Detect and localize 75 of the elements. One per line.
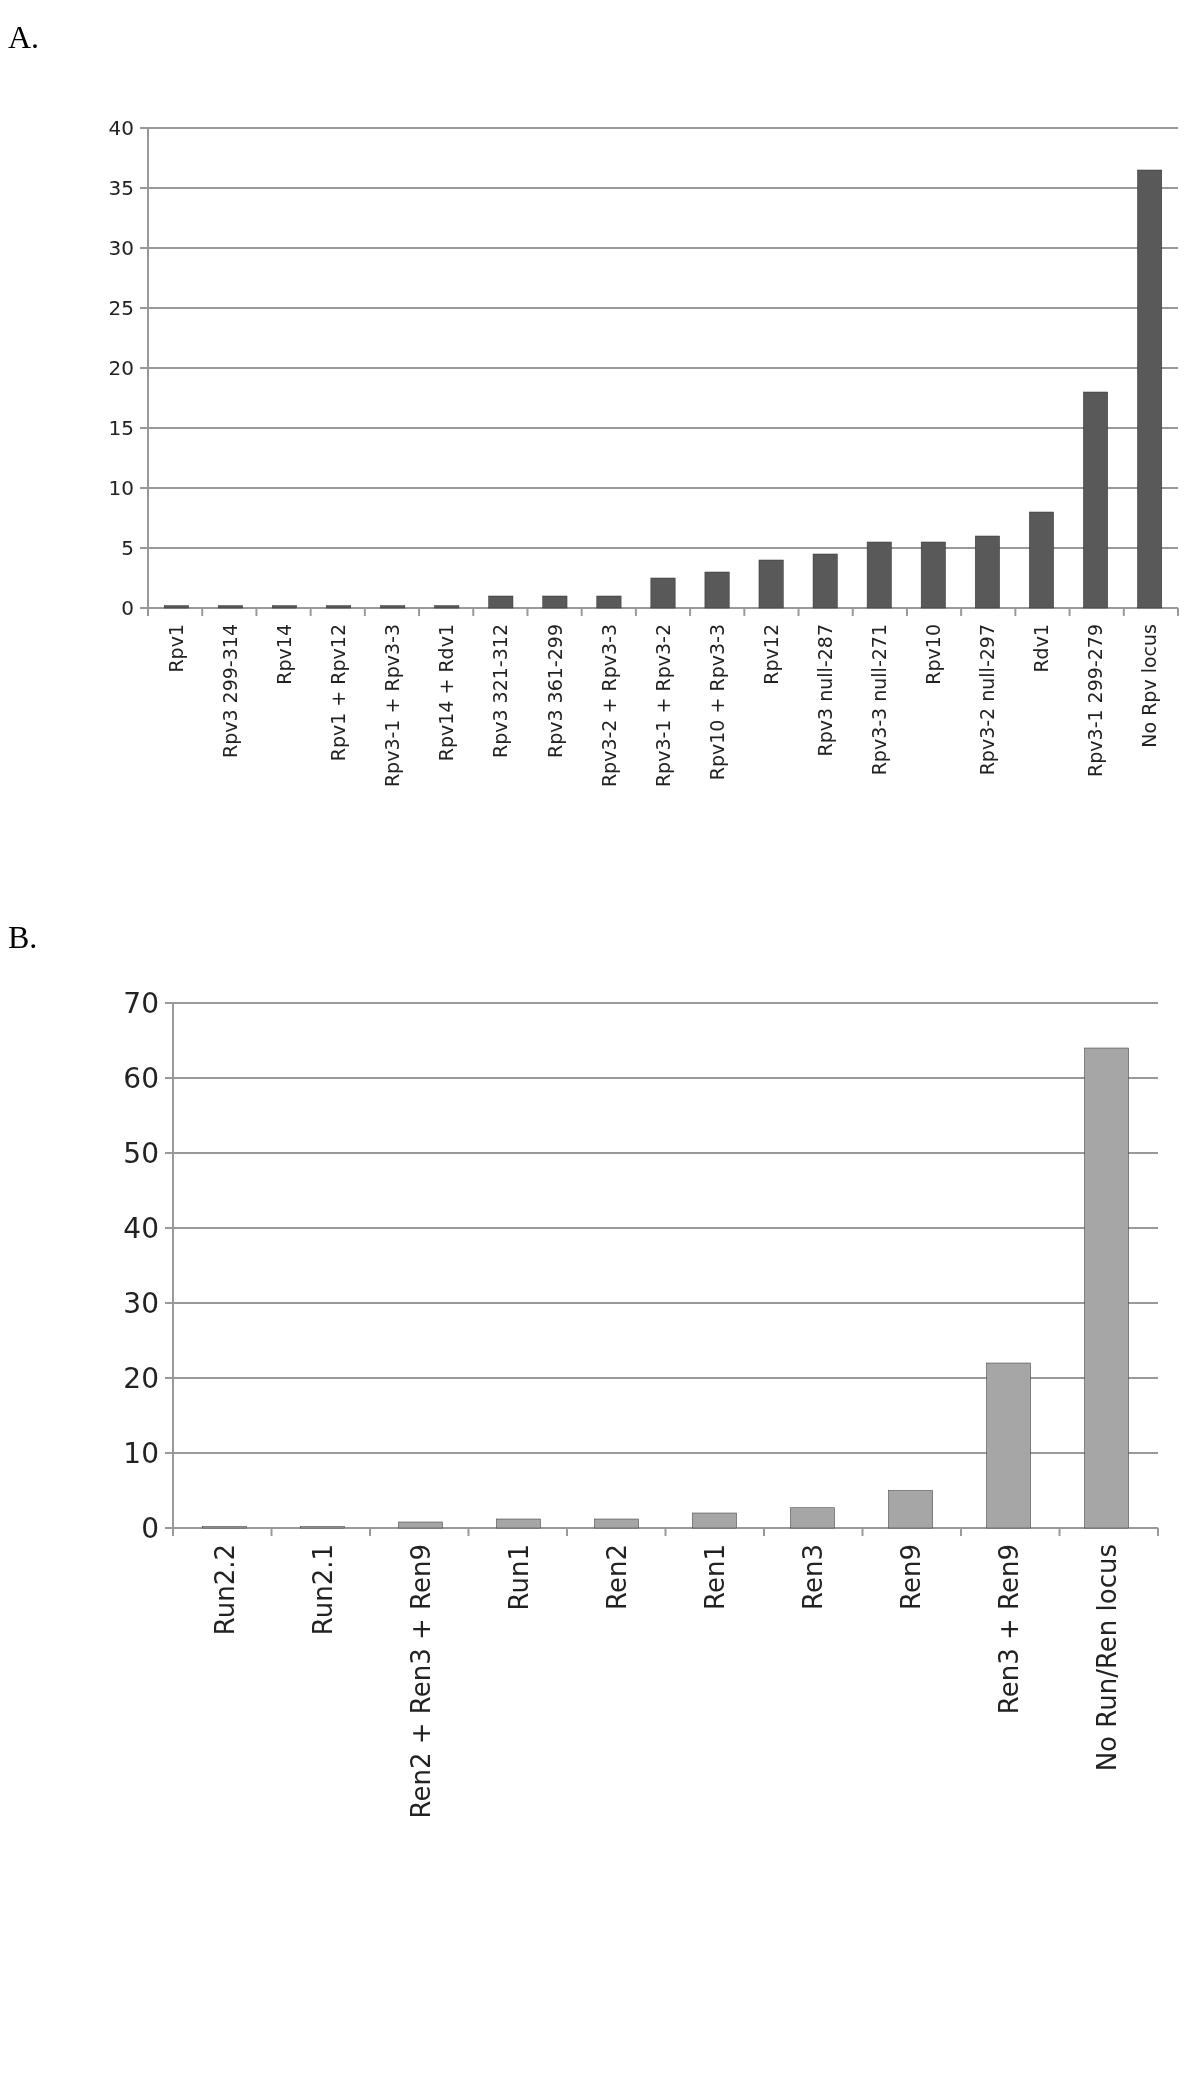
y-tick-label: 5 [121,536,134,560]
bar [496,1518,541,1529]
y-tick-label: 0 [121,596,134,620]
x-tick-label: Ren1 [699,1544,730,1610]
x-tick-label: Rpv3-2 + Rpv3-3 [597,624,620,788]
x-tick-label: Rpv3-1 299-279 [1084,624,1107,777]
chart-title: A. [8,19,40,55]
y-tick-label: 60 [123,1061,159,1095]
bar [866,541,892,609]
x-tick-label: Rpv3-1 + Rpv3-3 [381,624,404,788]
x-tick-label: Rpv3-3 null-271 [867,624,890,776]
bar [594,1518,639,1529]
bar [812,553,838,609]
x-tick-label: No Rpv locus [1138,624,1161,748]
bar [974,535,1000,609]
bar [986,1362,1031,1529]
y-tick-label: 70 [123,986,159,1020]
x-tick-label: Rpv3-1 + Rpv3-2 [651,624,674,788]
x-tick-label: Ren3 [797,1544,828,1610]
x-tick-label: Rpv14 + Rdv1 [435,624,458,762]
bar [650,577,676,609]
x-tick-label: Run1 [503,1544,534,1611]
bar [218,605,243,609]
bar [1029,511,1054,609]
x-tick-label: No Run/Ren locus [1091,1544,1122,1772]
bar [1084,1047,1129,1529]
bar [434,605,460,609]
bar [692,1512,737,1529]
bar [326,605,352,609]
bar [790,1507,835,1529]
x-tick-label: Rpv3-2 null-297 [976,624,999,776]
x-tick-label: Rpv1 [165,624,188,673]
bar [380,605,406,609]
y-tick-label: 20 [123,1361,159,1395]
x-tick-label: Ren9 [895,1544,926,1610]
y-tick-label: 20 [108,356,134,380]
x-tick-label: Rpv3 null-287 [813,624,836,757]
bar [1137,169,1163,609]
bar [920,541,946,609]
chart-title: B. [8,919,38,955]
bar [398,1521,443,1529]
bar [758,559,784,609]
bar [488,595,514,609]
y-tick-label: 35 [108,176,134,200]
x-tick-label: Rpv10 [921,624,944,685]
bar [888,1490,933,1529]
y-tick-label: 10 [108,476,134,500]
y-tick-label: 25 [108,296,134,320]
bar [272,605,297,609]
y-tick-label: 10 [123,1436,159,1470]
bar [596,595,622,609]
y-tick-label: 30 [108,236,134,260]
x-tick-label: Rpv3 361-299 [543,624,566,759]
x-tick-label: Rpv3 321-312 [489,624,512,759]
x-tick-label: Rpv3 299-314 [219,624,242,759]
x-tick-label: Rpv12 [759,624,782,685]
x-tick-label: Rdv1 [1030,624,1053,673]
x-tick-label: Ren2 [601,1544,632,1610]
x-tick-label: Ren3 + Ren9 [993,1544,1024,1715]
bar [704,571,730,609]
x-tick-label: Rpv1 + Rpv12 [327,624,350,762]
x-tick-label: Rpv14 [273,624,296,685]
y-tick-label: 40 [108,116,134,140]
y-tick-label: 50 [123,1136,159,1170]
y-tick-label: 40 [123,1211,159,1245]
x-tick-label: Ren2 + Ren3 + Ren9 [405,1544,436,1819]
x-tick-label: Run2.1 [307,1544,338,1636]
bar [1083,391,1108,609]
x-tick-label: Rpv10 + Rpv3-3 [705,624,728,781]
y-tick-label: 0 [141,1511,159,1545]
y-tick-label: 30 [123,1286,159,1320]
bar [163,605,189,609]
y-tick-label: 15 [108,416,134,440]
x-tick-label: Run2.2 [209,1544,240,1636]
bar [542,595,568,609]
